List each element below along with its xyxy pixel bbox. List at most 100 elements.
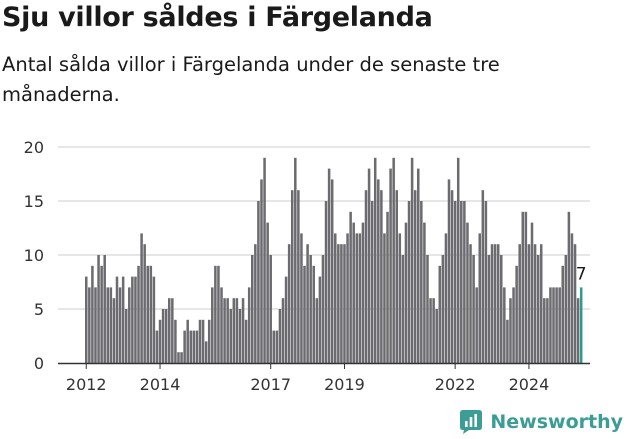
y-tick-label: 5 xyxy=(34,300,44,319)
bar xyxy=(183,330,186,363)
bar xyxy=(573,244,577,363)
bar xyxy=(257,201,260,363)
bar xyxy=(177,352,180,363)
x-tick-label: 2024 xyxy=(509,375,550,394)
bar xyxy=(472,255,475,363)
bar xyxy=(463,201,466,363)
bar xyxy=(238,309,242,363)
bar xyxy=(158,319,162,363)
bar xyxy=(450,190,454,363)
bar xyxy=(251,255,254,363)
bar xyxy=(561,265,564,363)
bar xyxy=(453,201,457,363)
bar xyxy=(352,222,355,363)
x-tick-label: 2019 xyxy=(324,375,365,394)
y-tick-label: 10 xyxy=(24,246,44,265)
bar xyxy=(124,309,128,363)
bar xyxy=(423,222,426,363)
bar xyxy=(395,190,398,363)
bar xyxy=(401,255,405,363)
bar xyxy=(383,233,386,363)
bar xyxy=(103,255,106,363)
bar xyxy=(426,255,429,363)
bar xyxy=(201,319,205,363)
bar xyxy=(226,298,229,363)
bar xyxy=(155,330,159,363)
bar xyxy=(358,233,362,363)
bar xyxy=(377,179,380,363)
bar xyxy=(204,341,208,363)
bar xyxy=(217,265,220,363)
bar xyxy=(306,244,309,363)
bar xyxy=(490,244,494,363)
bar xyxy=(370,201,374,363)
bar xyxy=(281,298,285,363)
bar xyxy=(321,255,325,363)
last-value-label: 7 xyxy=(576,264,587,284)
bar xyxy=(417,168,420,363)
bar xyxy=(407,201,411,363)
bar xyxy=(300,233,303,363)
bar xyxy=(106,287,110,363)
bar xyxy=(189,330,193,363)
bar xyxy=(121,276,125,363)
bar xyxy=(524,211,528,363)
bar xyxy=(171,298,174,363)
bar xyxy=(432,298,435,363)
bar xyxy=(527,244,531,363)
bar xyxy=(466,222,469,363)
bar xyxy=(506,319,509,363)
bar xyxy=(475,287,478,363)
bar xyxy=(131,276,134,363)
bar xyxy=(312,265,315,363)
bar xyxy=(503,287,506,363)
bar xyxy=(340,244,343,363)
bar xyxy=(343,244,346,363)
bar xyxy=(435,309,438,363)
bar xyxy=(367,168,371,363)
bar xyxy=(134,276,137,363)
bar xyxy=(327,168,331,363)
bar xyxy=(180,352,183,363)
chart-title: Sju villor såldes i Färgelanda xyxy=(2,2,433,33)
bar xyxy=(309,255,312,363)
bar xyxy=(290,190,294,363)
bar xyxy=(420,201,423,363)
bar xyxy=(373,157,377,363)
bar xyxy=(297,190,300,363)
bar xyxy=(380,190,383,363)
bar xyxy=(97,255,100,363)
y-tick-label: 0 xyxy=(34,354,44,373)
bar xyxy=(530,222,534,363)
y-tick-label: 20 xyxy=(24,138,44,157)
bar xyxy=(389,168,392,363)
bar xyxy=(109,287,113,363)
bar xyxy=(247,287,251,363)
bar xyxy=(546,298,549,363)
x-tick-label: 2022 xyxy=(435,375,476,394)
bar xyxy=(500,255,503,363)
bar xyxy=(137,265,140,363)
bar xyxy=(207,319,211,363)
bar xyxy=(334,233,337,363)
highlighted-bar xyxy=(579,287,583,363)
bar xyxy=(152,276,156,363)
bar xyxy=(263,157,266,363)
bars xyxy=(85,157,583,363)
bar xyxy=(539,244,543,363)
bar xyxy=(518,244,521,363)
bar xyxy=(521,211,525,363)
x-axis-tick-labels: 2012 2014 2017 2019 2022 2024 xyxy=(66,363,549,394)
bar xyxy=(478,233,481,363)
bar xyxy=(549,287,552,363)
bar xyxy=(100,265,103,363)
bar xyxy=(269,255,272,363)
bar xyxy=(143,244,146,363)
bar xyxy=(284,276,288,363)
bar xyxy=(192,330,196,363)
bar xyxy=(260,179,263,363)
bar xyxy=(413,190,417,363)
bar xyxy=(469,244,472,363)
bar xyxy=(564,255,568,363)
bar xyxy=(487,255,491,363)
